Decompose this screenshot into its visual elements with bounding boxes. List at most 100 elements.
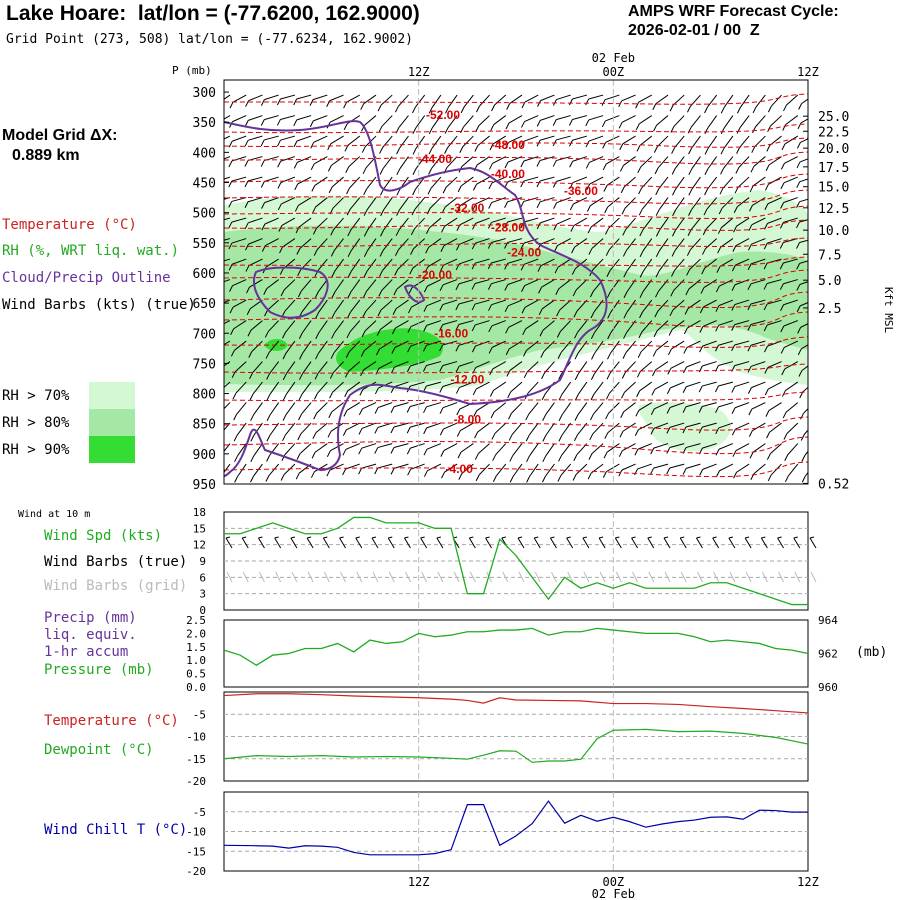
wind-barb-grid [307,571,314,583]
wind-barb-flag [439,284,444,292]
wind-barb-flag [488,325,493,333]
wind-barb-flag [363,250,368,258]
wind-barb-staff [284,443,296,456]
wind-barb-staff [224,115,231,120]
wind-barb-flag [412,168,417,176]
wind-barb-staff [462,135,474,148]
wind-barb-10m [777,537,784,549]
wind-barb-staff [398,217,409,231]
wind-barb-flag [634,429,639,436]
cloud-outline-small [403,284,426,303]
wind-barb-staff [491,197,506,204]
wind-barb-flag [764,388,769,396]
wind-barb-10m [322,537,330,549]
wind-barb-flag [735,167,740,174]
wind-barb-flag [439,264,444,272]
wind-barb-flag [218,455,221,461]
wind-barb-staff [426,361,442,366]
wind-barb-staff [285,402,296,415]
wind-barb-flag [489,390,494,397]
wind-barb-staff [654,485,668,489]
wind-barb-flag [248,351,253,358]
wind-barb-staff [675,197,685,211]
wind-barb-flag [488,202,493,209]
wind-barb-flag [605,228,609,235]
wind-barb-flag [797,122,802,130]
wind-barb-flag [637,351,642,358]
isotherm-label: -24.00 [507,245,541,259]
wind-barb-staff [788,463,799,477]
wind-barb-staff [734,381,750,388]
wind-barb-staff [623,156,636,166]
wind-barb-flag [718,207,723,215]
wind-barb-staff [332,197,344,209]
wind-barb-flag [444,127,449,134]
wind-barb-staff [236,402,247,415]
wind-barb-flag [379,270,383,277]
wind-barb-staff [783,279,798,285]
wind-barb-staff [610,320,620,334]
wind-barb-10m-flag [598,536,604,539]
wind-barb-staff [349,176,361,189]
wind-barb-staff [767,320,782,326]
wind-barb-flag [396,209,401,216]
wind-barb-staff [269,361,280,374]
wind-barb-flag [731,304,736,311]
wind-barb-flag [779,283,784,290]
wind-barb-staff [443,422,458,430]
wind-barb-flag [783,433,788,440]
wind-barb-flag [687,229,692,236]
wind-barb-flag [720,107,725,114]
wind-barb-staff [527,381,539,394]
wind-barb-flag [347,291,352,298]
wind-barb-flag [698,385,703,393]
wind-barb-flag [343,123,348,130]
wind-barb-10m [371,537,379,549]
wind-barb-flag [456,408,461,416]
wind-barb-staff [691,135,701,149]
wind-barb-flag [488,347,493,354]
wind-barb-staff [334,279,344,293]
wind-barb-flag [263,288,268,295]
wind-barb-flag [328,411,333,419]
wind-barb-flag [245,243,249,251]
wind-barb-staff [702,463,717,470]
wind-barb-grid [567,571,574,583]
wind-barb-staff [686,485,700,490]
height-tick-label: 7.5 [818,248,841,263]
wind-barb-flag [232,392,237,400]
wind-barb-staff [231,258,247,265]
wind-barb-staff [445,485,457,494]
wind-barb-staff [494,422,507,434]
wind-barb-staff [285,320,296,333]
wind-barb-staff [718,422,734,429]
wind-barb-staff [670,361,685,369]
wind-barb-staff [426,320,442,326]
wind-barb-flag [391,489,394,495]
wind-barb-staff [572,135,588,141]
wind-barb-flag [590,393,595,401]
wind-barb-flag [423,406,427,414]
wind-barb-flag [650,428,655,435]
wind-barb-flag [796,242,800,249]
wind-barb-10m-flag [242,536,247,539]
wind-barb-staff [248,238,263,245]
wind-barb-staff [231,197,247,202]
temperature-line [223,693,809,714]
wind-barb-staff [606,485,620,491]
wind-barb-flag [396,189,401,196]
wind-barb-flag [766,431,771,439]
wind-barb-staff [783,340,798,348]
wind-barb-staff [346,94,361,103]
wind-barb-staff [383,197,393,211]
pressure-tick-label: 950 [193,478,216,493]
wind-barb-staff [718,299,734,307]
wind-barb-flag [250,455,255,463]
wind-barb-10m-flag [339,536,344,539]
wind-barb-flag [280,289,285,297]
wind-barb-grid [745,571,752,583]
wind-barb-flag [249,372,253,380]
isotherm-line [224,436,808,455]
wind-barb-staff [785,115,799,125]
wind-barb-10m-flag [436,536,442,539]
